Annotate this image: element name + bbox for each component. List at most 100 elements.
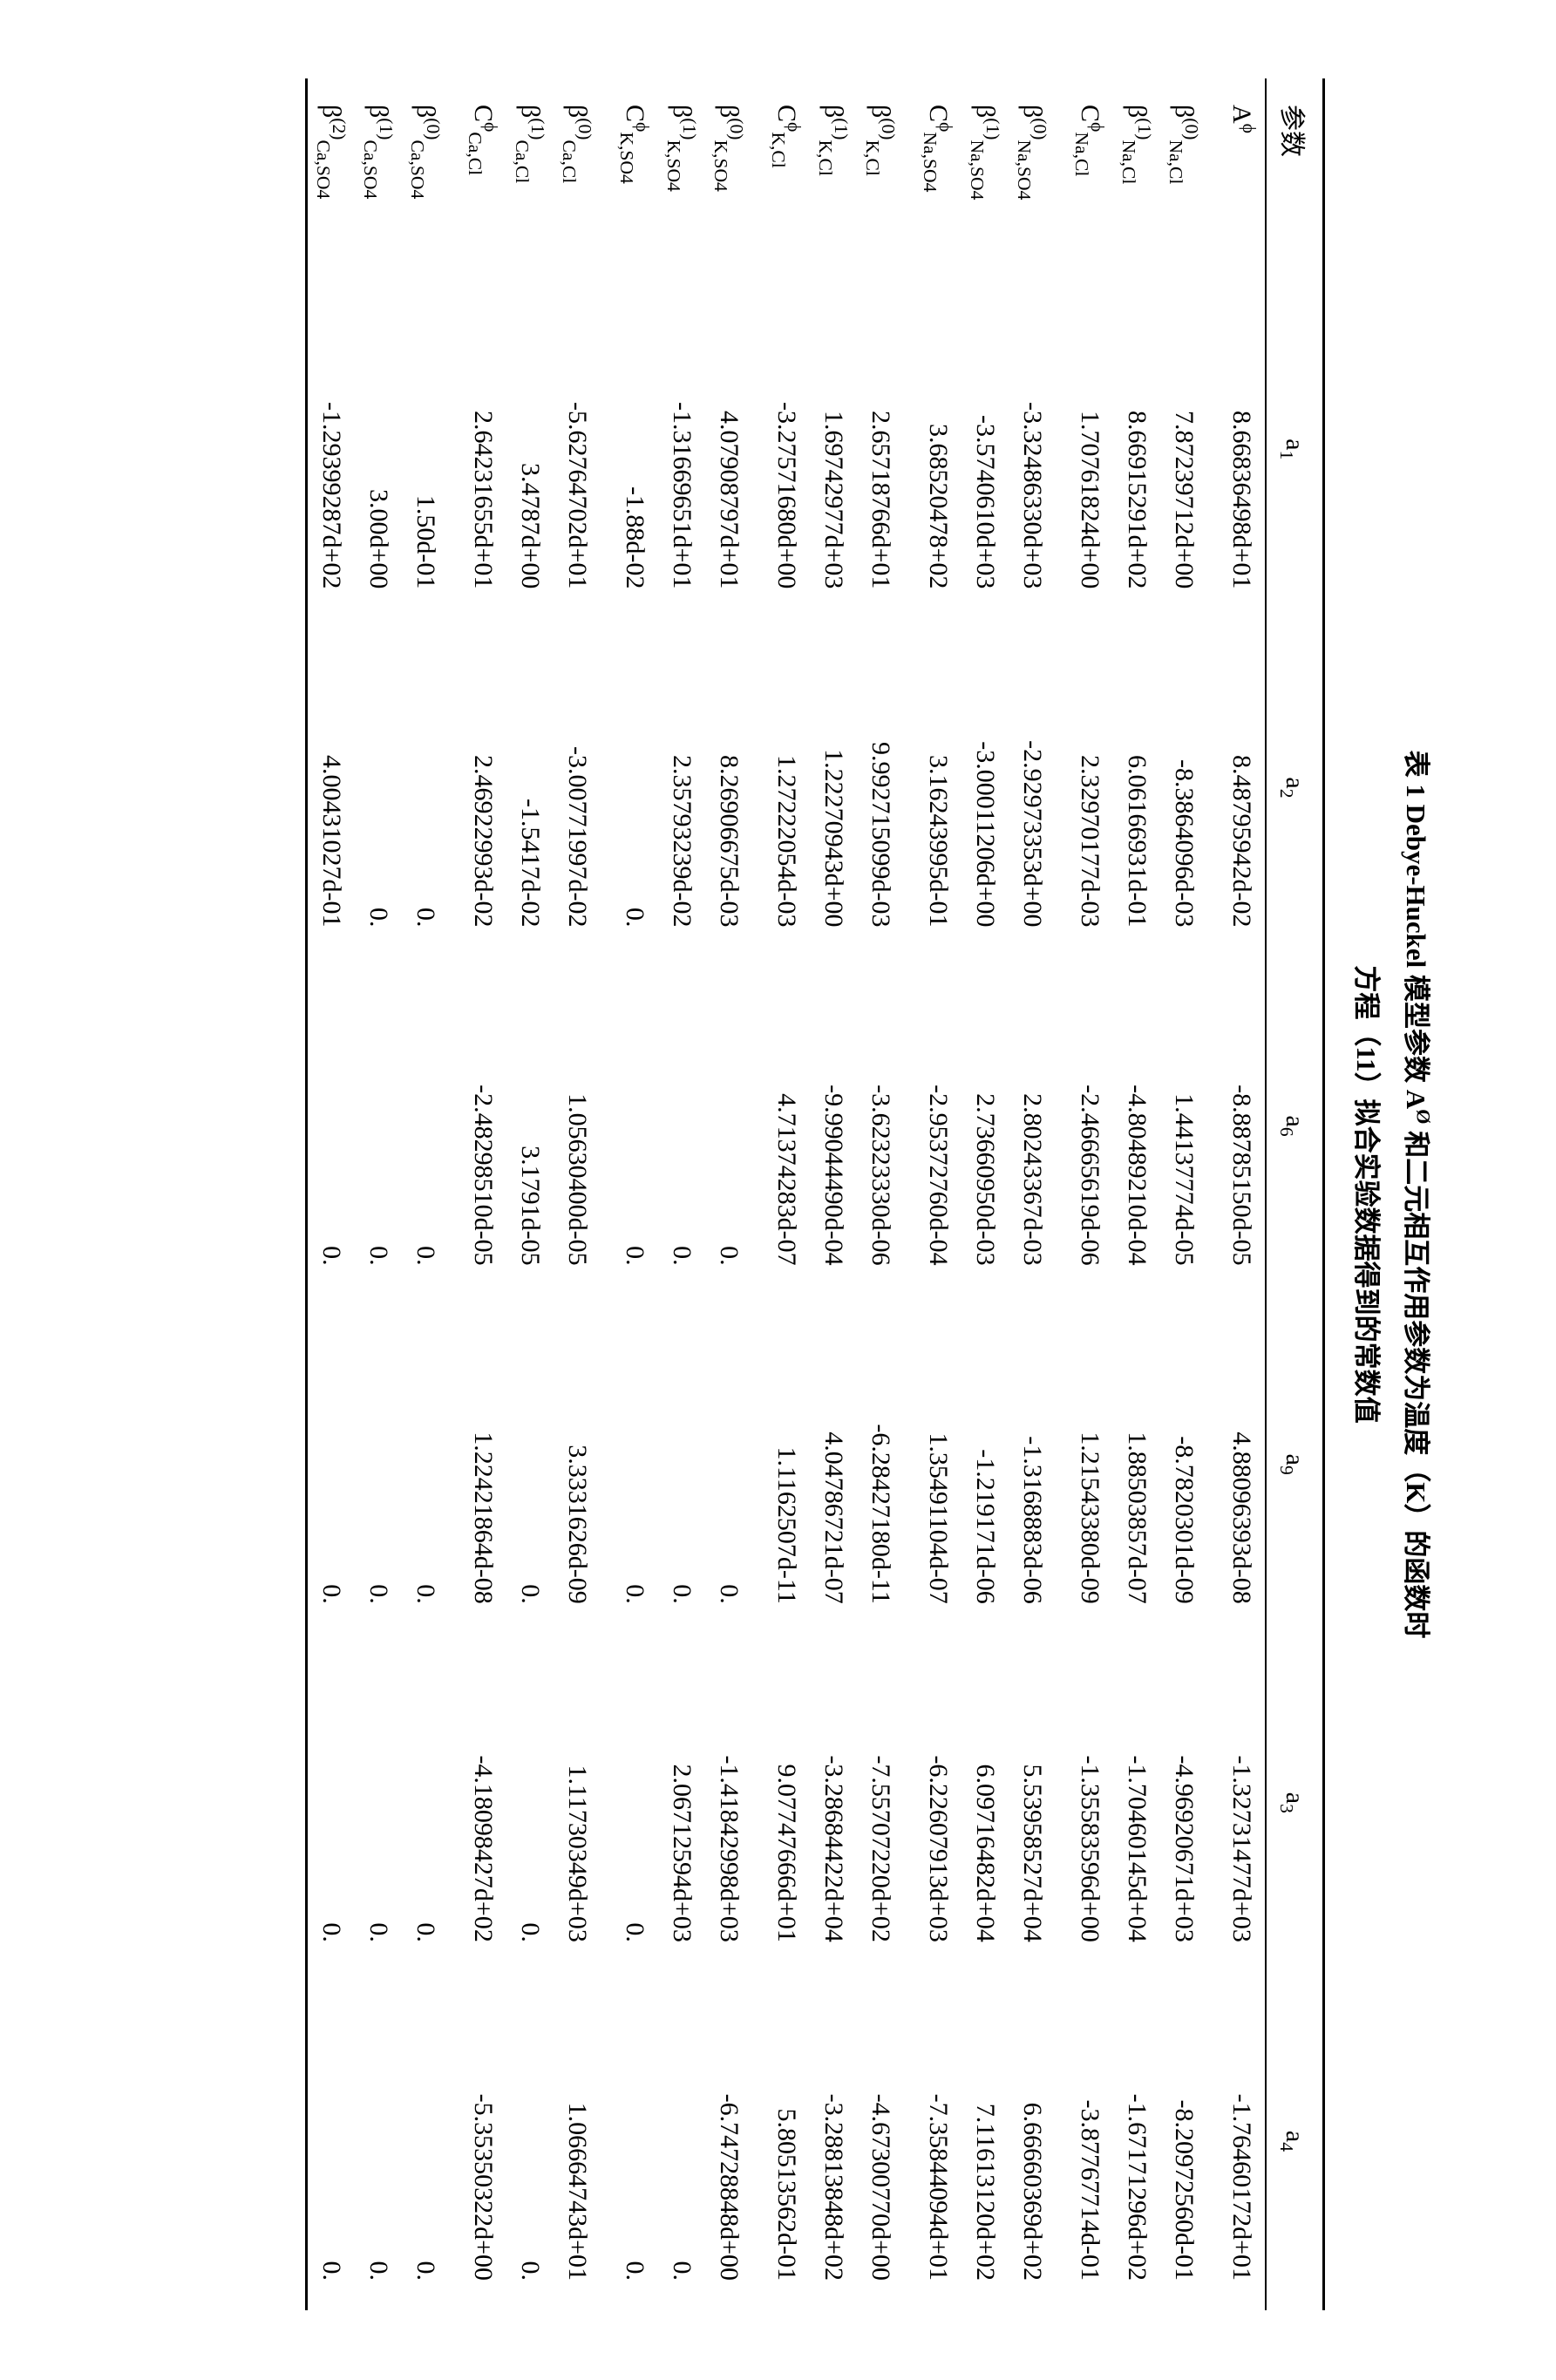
- param-value: 4.00431027d-01: [307, 618, 356, 956]
- param-value: 3.68520478+02: [914, 280, 961, 618]
- param-value: -1.5417d-02: [506, 618, 554, 956]
- param-label: CϕK,SO4: [611, 78, 658, 280]
- param-value: -3.00011206d+00: [961, 618, 1009, 956]
- param-value: -5.35350322d+00: [459, 1972, 506, 2310]
- table-body: Aϕ8.66836498d+018.48795942d-02-8.8878515…: [307, 78, 1267, 2310]
- table-row: β(2)Ca,SO4-1.29399287d+024.00431027d-010…: [307, 78, 356, 2310]
- param-value: -8.20972560d-01: [1160, 1972, 1218, 2310]
- param-value: 0.: [402, 618, 459, 956]
- param-value: 0.: [402, 1634, 459, 1972]
- table-title: 表 1 Debye-Huckel 模型参数 AØ 和二元相互作用参数为温度（K）…: [1399, 78, 1438, 2310]
- param-value: -1.67171296d+02: [1113, 1972, 1160, 2310]
- param-value: 4.88096393d-08: [1218, 1295, 1266, 1634]
- param-value: -2.95372760d-04: [914, 957, 961, 1295]
- param-value: 0.: [402, 1972, 459, 2310]
- col-header-a4: a9: [1266, 1295, 1324, 1634]
- param-value: 0.: [307, 1634, 356, 1972]
- param-value: -8.3864096d-03: [1160, 618, 1218, 956]
- param-value: -2.92973353d+00: [1009, 618, 1066, 956]
- param-value: -1.35583596d+00: [1066, 1634, 1113, 1972]
- col-header-a3: a6: [1266, 957, 1324, 1295]
- param-value: -2.46665619d-06: [1066, 957, 1113, 1295]
- param-value: 0.: [611, 1295, 658, 1634]
- param-value: 0.: [506, 1972, 554, 2310]
- param-label: β(0)Na,SO4: [1009, 78, 1066, 280]
- param-value: -2.48298510d-05: [459, 957, 506, 1295]
- param-label: β(0)K,Cl: [857, 78, 914, 280]
- param-value: 0.: [307, 1295, 356, 1634]
- param-value: -1.3168883d-06: [1009, 1295, 1066, 1634]
- table-row: CϕNa,SO43.68520478+023.16243995d-01-2.95…: [914, 78, 961, 2310]
- param-value: 1.1162507d-11: [763, 1295, 810, 1634]
- param-value: 1.27222054d-03: [763, 618, 810, 956]
- param-value: 8.48795942d-02: [1218, 618, 1266, 956]
- param-value: 8.66836498d+01: [1218, 280, 1266, 618]
- parameter-table: 参数a1a2a6a9a3a4 Aϕ8.66836498d+018.4879594…: [305, 78, 1325, 2310]
- param-value: -6.74728848d+00: [705, 1972, 763, 2310]
- param-label: CϕK,Cl: [763, 78, 810, 280]
- param-value: -1.31669651d+01: [658, 280, 705, 618]
- param-value: -3.28684422d+04: [810, 1634, 857, 1972]
- param-value: 2.73660950d-03: [961, 957, 1009, 1295]
- param-value: 4.07908797d+01: [705, 280, 763, 618]
- table-row: β(1)Na,SO4-3.5740610d+03-3.00011206d+002…: [961, 78, 1009, 2310]
- param-value: 0.: [402, 957, 459, 1295]
- param-value: 2.80243367d-03: [1009, 957, 1066, 1295]
- table-row: β(0)K,Cl2.65718766d+019.992715099d-03-3.…: [857, 78, 914, 2310]
- param-label: β(1)Na,SO4: [961, 78, 1009, 280]
- param-value: 9.992715099d-03: [857, 618, 914, 956]
- param-label: CϕNa,SO4: [914, 78, 961, 280]
- param-value: 1.22270943d+00: [810, 618, 857, 956]
- param-label: CϕNa,Cl: [1066, 78, 1113, 280]
- table-row: CϕNa,Cl1.70761824d+002.32970177d-03-2.46…: [1066, 78, 1113, 2310]
- param-value: -3.00771997d-02: [554, 618, 611, 956]
- table-row: β(1)Ca,Cl3.4787d+00-1.5417d-023.1791d-05…: [506, 78, 554, 2310]
- param-value: 0.: [307, 1972, 356, 2310]
- param-value: 5.53958527d+04: [1009, 1634, 1066, 1972]
- param-value: 1.06664743d+01: [554, 1972, 611, 2310]
- param-value: -7.35844094d+01: [914, 1972, 961, 2310]
- param-value: -8.7820301d-09: [1160, 1295, 1218, 1634]
- table-row: β(0)Ca,SO41.50d-010.0.0.0.0.: [402, 78, 459, 2310]
- param-value: 8.66915291d+02: [1113, 280, 1160, 618]
- param-value: -4.96920671d+03: [1160, 1634, 1218, 1972]
- param-value: 6.66660369d+02: [1009, 1972, 1066, 2310]
- param-value: 1.69742977d+03: [810, 280, 857, 618]
- param-value: 0.: [506, 1634, 554, 1972]
- param-value: 1.22421864d-08: [459, 1295, 506, 1634]
- param-value: 0.: [705, 957, 763, 1295]
- param-value: 1.88503857d-07: [1113, 1295, 1160, 1634]
- param-value: 3.3331626d-09: [554, 1295, 611, 1634]
- table-row: CϕK,SO4-1.88d-020.0.0.0.0.: [611, 78, 658, 2310]
- param-value: -1.41842998d+03: [705, 1634, 763, 1972]
- param-value: 0.: [611, 1634, 658, 1972]
- param-label: β(0)K,SO4: [705, 78, 763, 280]
- param-value: 0.: [355, 1972, 402, 2310]
- param-value: -3.28813848d+02: [810, 1972, 857, 2310]
- param-label: β(0)Ca,SO4: [402, 78, 459, 280]
- param-value: -9.99044490d-04: [810, 957, 857, 1295]
- param-value: 0.: [355, 618, 402, 956]
- param-value: 0.: [705, 1295, 763, 1634]
- col-header-param: 参数: [1266, 78, 1324, 280]
- param-value: -3.32486330d+03: [1009, 280, 1066, 618]
- param-value: -4.18098427d+02: [459, 1634, 506, 1972]
- table-row: CϕCa,Cl2.64231655d+012.46922993d-02-2.48…: [459, 78, 506, 2310]
- param-value: -1.88d-02: [611, 280, 658, 618]
- param-label: CϕCa,Cl: [459, 78, 506, 280]
- table-row: Aϕ8.66836498d+018.48795942d-02-8.8878515…: [1218, 78, 1266, 2310]
- table-subtitle: 方程（11）拟合实验数据得到的常数值: [1349, 78, 1389, 2310]
- param-value: 6.09716482d+04: [961, 1634, 1009, 1972]
- param-label: β(0)Na,Cl: [1160, 78, 1218, 280]
- param-value: 9.07747666d+01: [763, 1634, 810, 1972]
- param-value: 2.64231655d+01: [459, 280, 506, 618]
- param-value: 0.: [658, 1295, 705, 1634]
- param-value: -3.62323330d-06: [857, 957, 914, 1295]
- table-row: β(0)Na,Cl7.87239712d+00-8.3864096d-031.4…: [1160, 78, 1218, 2310]
- param-label: β(1)K,SO4: [658, 78, 705, 280]
- param-value: 1.11730349d+03: [554, 1634, 611, 1972]
- table-row: β(0)K,SO44.07908797d+018.26906675d-030.0…: [705, 78, 763, 2310]
- param-value: -3.5740610d+03: [961, 280, 1009, 618]
- param-value: 0.: [611, 1972, 658, 2310]
- param-value: -5.62764702d+01: [554, 280, 611, 618]
